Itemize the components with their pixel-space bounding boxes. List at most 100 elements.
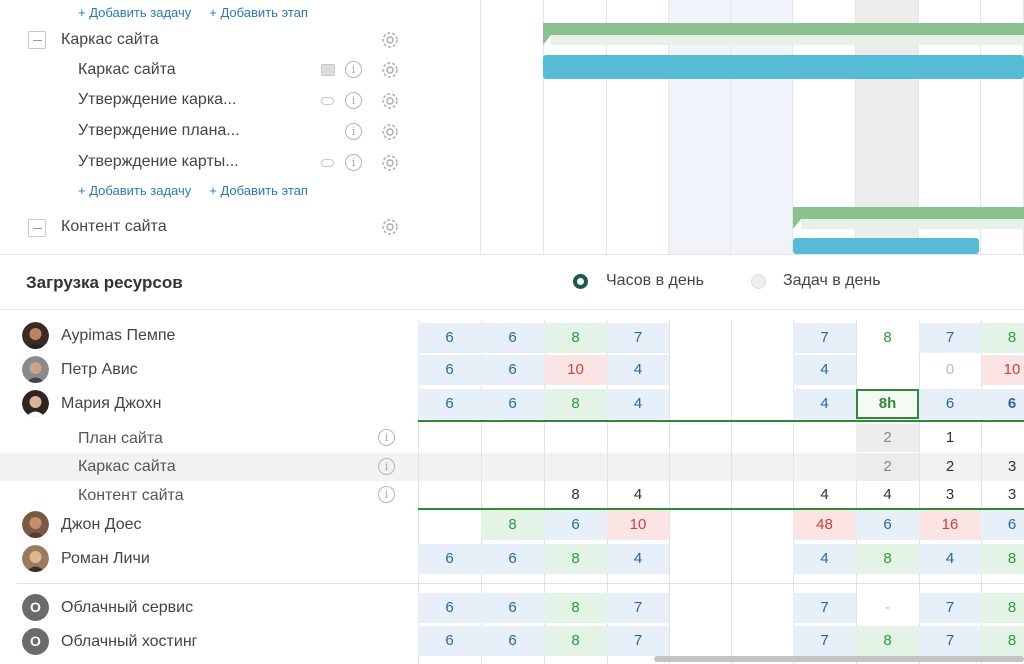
load-cell[interactable]: 6 [981, 510, 1024, 540]
load-cell[interactable]: 4 [607, 355, 669, 385]
load-cell[interactable]: 4 [820, 486, 829, 503]
gantt-summary-bar[interactable] [543, 23, 1024, 35]
load-cell[interactable]: 8 [856, 626, 919, 656]
load-cell[interactable]: 6 [981, 389, 1024, 419]
load-cell[interactable]: 6 [481, 626, 544, 656]
load-cell[interactable]: 8 [544, 626, 607, 656]
resource-name[interactable]: Джон Доес [61, 516, 142, 533]
info-icon[interactable]: i [378, 429, 395, 446]
resource-name[interactable]: Роман Личи [61, 550, 150, 567]
add-stage-link[interactable]: + Добавить этап [209, 183, 308, 198]
load-cell[interactable]: 8 [981, 593, 1024, 623]
load-cell[interactable]: 7 [607, 593, 669, 623]
gear-icon[interactable] [380, 60, 400, 80]
load-cell[interactable]: 3 [1007, 458, 1017, 475]
load-cell[interactable]: 7 [793, 593, 856, 623]
load-cell[interactable]: 6 [418, 389, 481, 419]
load-cell[interactable]: 6 [481, 355, 544, 385]
info-icon[interactable]: i [345, 61, 362, 78]
resource-name[interactable]: Аурimas Пемпе [61, 327, 176, 344]
load-cell[interactable]: 6 [544, 510, 607, 540]
load-cell[interactable]: 7 [607, 323, 669, 353]
load-cell[interactable]: 6 [481, 323, 544, 353]
load-cell[interactable]: 6 [418, 355, 481, 385]
load-cell[interactable]: 6 [418, 626, 481, 656]
task-item-4[interactable]: Утверждение карты... [78, 153, 239, 170]
radio-hours-label[interactable]: Часов в день [606, 272, 704, 289]
load-cell[interactable]: 8 [883, 329, 892, 346]
load-cell[interactable]: 6 [481, 544, 544, 574]
load-cell[interactable]: 6 [856, 510, 919, 540]
subtask-name[interactable]: План сайта [78, 430, 163, 447]
load-cell[interactable]: 48 [793, 510, 856, 540]
radio-hours-per-day[interactable] [573, 274, 588, 289]
load-cell[interactable]: 8 [981, 626, 1024, 656]
gear-icon[interactable] [380, 122, 400, 142]
gantt-task-bar[interactable] [543, 55, 1024, 79]
group-title-2[interactable]: Контент сайта [61, 218, 167, 235]
load-cell[interactable]: 16 [919, 510, 981, 540]
load-cell[interactable]: 1 [945, 429, 955, 446]
radio-tasks-label[interactable]: Задач в день [783, 272, 881, 289]
attachment-icon[interactable] [321, 159, 334, 167]
comment-icon[interactable] [321, 64, 335, 76]
gear-icon[interactable] [380, 30, 400, 50]
load-cell[interactable]: 4 [793, 355, 856, 385]
load-cell[interactable]: 7 [793, 323, 856, 353]
load-cell[interactable]: 8 [981, 544, 1024, 574]
load-cell[interactable]: 8 [481, 510, 544, 540]
load-cell[interactable]: 8 [981, 323, 1024, 353]
collapse-toggle-group1[interactable] [28, 31, 46, 49]
load-cell[interactable]: 2 [856, 453, 919, 481]
gear-icon[interactable] [380, 153, 400, 173]
load-cell[interactable]: - [885, 599, 890, 616]
subtask-name[interactable]: Контент сайта [78, 487, 184, 504]
load-cell[interactable]: 7 [919, 323, 981, 353]
task-item-2[interactable]: Утверждение карка... [78, 91, 237, 108]
subtask-name[interactable]: Каркас сайта [78, 458, 176, 475]
load-cell[interactable]: 10 [607, 510, 669, 540]
gantt-task-bar[interactable] [793, 238, 979, 254]
load-cell[interactable]: 4 [883, 486, 892, 503]
load-cell[interactable]: 8 [544, 593, 607, 623]
load-cell[interactable]: 4 [793, 389, 856, 419]
load-cell[interactable]: 4 [793, 544, 856, 574]
load-cell[interactable]: 6 [418, 544, 481, 574]
load-cell[interactable]: 4 [633, 486, 643, 503]
load-cell[interactable]: 7 [919, 626, 981, 656]
resource-name[interactable]: Мария Джохн [61, 395, 162, 412]
info-icon[interactable]: i [345, 92, 362, 109]
load-cell[interactable]: 8 [856, 544, 919, 574]
load-cell[interactable]: 4 [607, 544, 669, 574]
load-cell[interactable]: 10 [981, 355, 1024, 385]
load-cell[interactable]: 8 [544, 323, 607, 353]
resource-name[interactable]: Облачный хостинг [61, 633, 198, 650]
load-cell[interactable]: 8 [571, 486, 580, 503]
load-cell[interactable]: 8 [544, 544, 607, 574]
info-icon[interactable]: i [378, 486, 395, 503]
collapse-toggle-group2[interactable] [28, 219, 46, 237]
load-cell[interactable]: 7 [919, 593, 981, 623]
load-cell[interactable]: 0 [945, 361, 955, 378]
info-icon[interactable]: i [378, 458, 395, 475]
load-cell[interactable]: 2 [856, 424, 919, 452]
gear-icon[interactable] [380, 217, 400, 237]
group-title-1[interactable]: Каркас сайта [61, 31, 159, 48]
horizontal-scrollbar[interactable] [654, 656, 1024, 662]
add-task-link[interactable]: + Добавить задачу [78, 183, 192, 198]
load-cell[interactable]: 8h [856, 389, 919, 419]
task-item-1[interactable]: Каркас сайта [78, 61, 176, 78]
load-cell[interactable]: 6 [481, 389, 544, 419]
load-cell[interactable]: 2 [945, 458, 955, 475]
attachment-icon[interactable] [321, 97, 334, 105]
resource-name[interactable]: Петр Авис [61, 361, 138, 378]
load-cell[interactable]: 6 [418, 323, 481, 353]
add-task-link[interactable]: + Добавить задачу [78, 5, 192, 20]
resource-name[interactable]: Облачный сервис [61, 599, 194, 616]
task-item-3[interactable]: Утверждение плана... [78, 122, 240, 139]
load-cell[interactable]: 10 [544, 355, 607, 385]
gantt-summary-bar[interactable] [793, 207, 1024, 219]
radio-tasks-per-day[interactable] [751, 274, 766, 289]
load-cell[interactable]: 3 [1007, 486, 1017, 503]
load-cell[interactable]: 3 [945, 486, 955, 503]
